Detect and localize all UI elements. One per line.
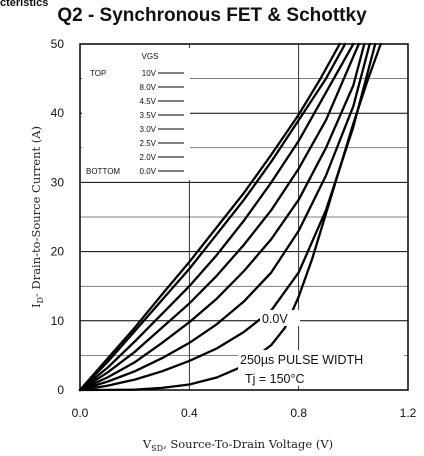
y-tick-label: 0 — [57, 383, 64, 397]
x-axis-label: VSD, Source-To-Drain Voltage (V) — [142, 437, 333, 453]
x-tick-label: 0.4 — [181, 406, 198, 420]
x-tick-label: 0.8 — [290, 406, 307, 420]
y-tick-label: 50 — [51, 37, 65, 51]
legend-entry: 8.0V — [140, 83, 157, 92]
legend-entry: 2.0V — [140, 153, 157, 162]
y-tick-label: 40 — [51, 106, 65, 120]
tick-labels: 0 10 20 30 40 50 0.0 0.4 0.8 1.2 — [51, 37, 417, 420]
series-line-10v — [78, 42, 341, 392]
x-axis-label-rest: , Source-To-Drain Voltage (V) — [163, 437, 333, 451]
y-axis-label-main: I — [29, 303, 43, 308]
series-line-0-0v — [78, 42, 382, 392]
y-axis-label: ID- Drain-to-Source Current (A) — [29, 126, 45, 308]
tj-note: Tj = 150°C — [245, 372, 305, 386]
legend-entry: 2.5V — [140, 139, 157, 148]
note-bg — [238, 350, 404, 386]
curves — [78, 42, 382, 392]
x-axis-label-main: V — [142, 437, 152, 451]
legend-header: VGS — [142, 52, 159, 61]
plot-frame — [79, 43, 409, 391]
legend: VGS TOP 10V 8.0V 4.5V 3.5V 3.0V 2.5V 2.0V BOTTOM 0… — [82, 48, 190, 180]
series-line-3-0v — [78, 42, 366, 392]
legend-entry: 10V — [142, 69, 157, 78]
curve-label-0v: 0.0V — [262, 312, 288, 326]
legend-entry: 4.5V — [140, 97, 157, 106]
y-tick-label: 30 — [51, 175, 65, 189]
y-tick-label: 20 — [51, 245, 65, 259]
series-line-4-5v — [78, 42, 355, 392]
series-line-8-0v — [78, 42, 347, 392]
y-tick-label: 10 — [51, 314, 65, 328]
pulse-width-note: 250µs PULSE WIDTH — [240, 353, 363, 367]
series-line-3-5v — [78, 42, 360, 392]
legend-top-label: TOP — [90, 69, 106, 78]
legend-entry: 3.0V — [140, 125, 157, 134]
legend-entry: 0.0V — [140, 167, 157, 176]
y-axis-label-rest: - Drain-to-Source Current (A) — [29, 126, 43, 297]
y-axis-label-sub: D — [36, 297, 45, 303]
curve-label-bg — [260, 310, 300, 326]
x-tick-label: 1.2 — [400, 406, 417, 420]
legend-box — [82, 48, 190, 180]
legend-entry: 3.5V — [140, 111, 157, 120]
page-header-fragment: cteristics — [0, 0, 49, 9]
chart-title: Q2 - Synchronous FET & Schottky — [57, 5, 367, 26]
legend-bottom-label: BOTTOM — [86, 167, 120, 176]
series-line-2-5v — [78, 42, 371, 392]
x-axis-label-sub: SD — [151, 444, 163, 453]
annotations: 0.0V 250µs PULSE WIDTH Tj = 150°C — [238, 310, 404, 386]
x-tick-label: 0.0 — [72, 406, 89, 420]
